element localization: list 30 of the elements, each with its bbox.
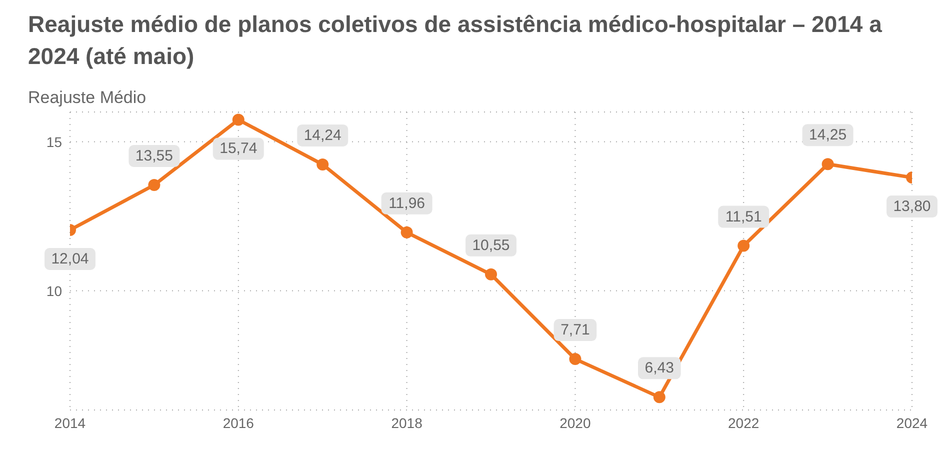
data-label: 11,96 [388, 194, 426, 212]
data-label: 13,55 [135, 148, 173, 165]
point [738, 240, 750, 252]
data-label: 10,55 [472, 236, 510, 254]
y-tick-label: 10 [46, 282, 62, 299]
chart-title: Reajuste médio de planos coletivos de assistência médico-hospitalar – 2014 a 2024 (até maio) [27, 10, 883, 71]
data-label: 7,71 [560, 322, 590, 339]
x-tick-label: 2020 [560, 414, 591, 431]
data-label: 12,04 [51, 250, 89, 268]
data-label: 14,25 [809, 126, 847, 144]
x-tick-label: 2024 [896, 414, 928, 431]
x-tick-label: 2018 [391, 414, 423, 431]
point [653, 391, 666, 404]
point [400, 226, 413, 238]
y-axis-title: Reajuste Médio [27, 87, 148, 109]
data-label: 15,74 [220, 140, 258, 158]
x-tick-label: 2022 [728, 414, 760, 431]
x-tick-label: 2014 [54, 414, 86, 431]
point [822, 158, 834, 170]
y-tick-label: 15 [46, 134, 62, 150]
point [485, 268, 497, 280]
data-label: 6,43 [644, 360, 674, 377]
x-tick-label: 2016 [222, 414, 254, 431]
data-label: 11,51 [725, 208, 762, 226]
data-label: 13,80 [893, 198, 931, 216]
point [316, 158, 329, 170]
point [232, 114, 244, 126]
point [148, 179, 160, 192]
data-label: 14,24 [304, 126, 342, 144]
point [569, 353, 582, 366]
